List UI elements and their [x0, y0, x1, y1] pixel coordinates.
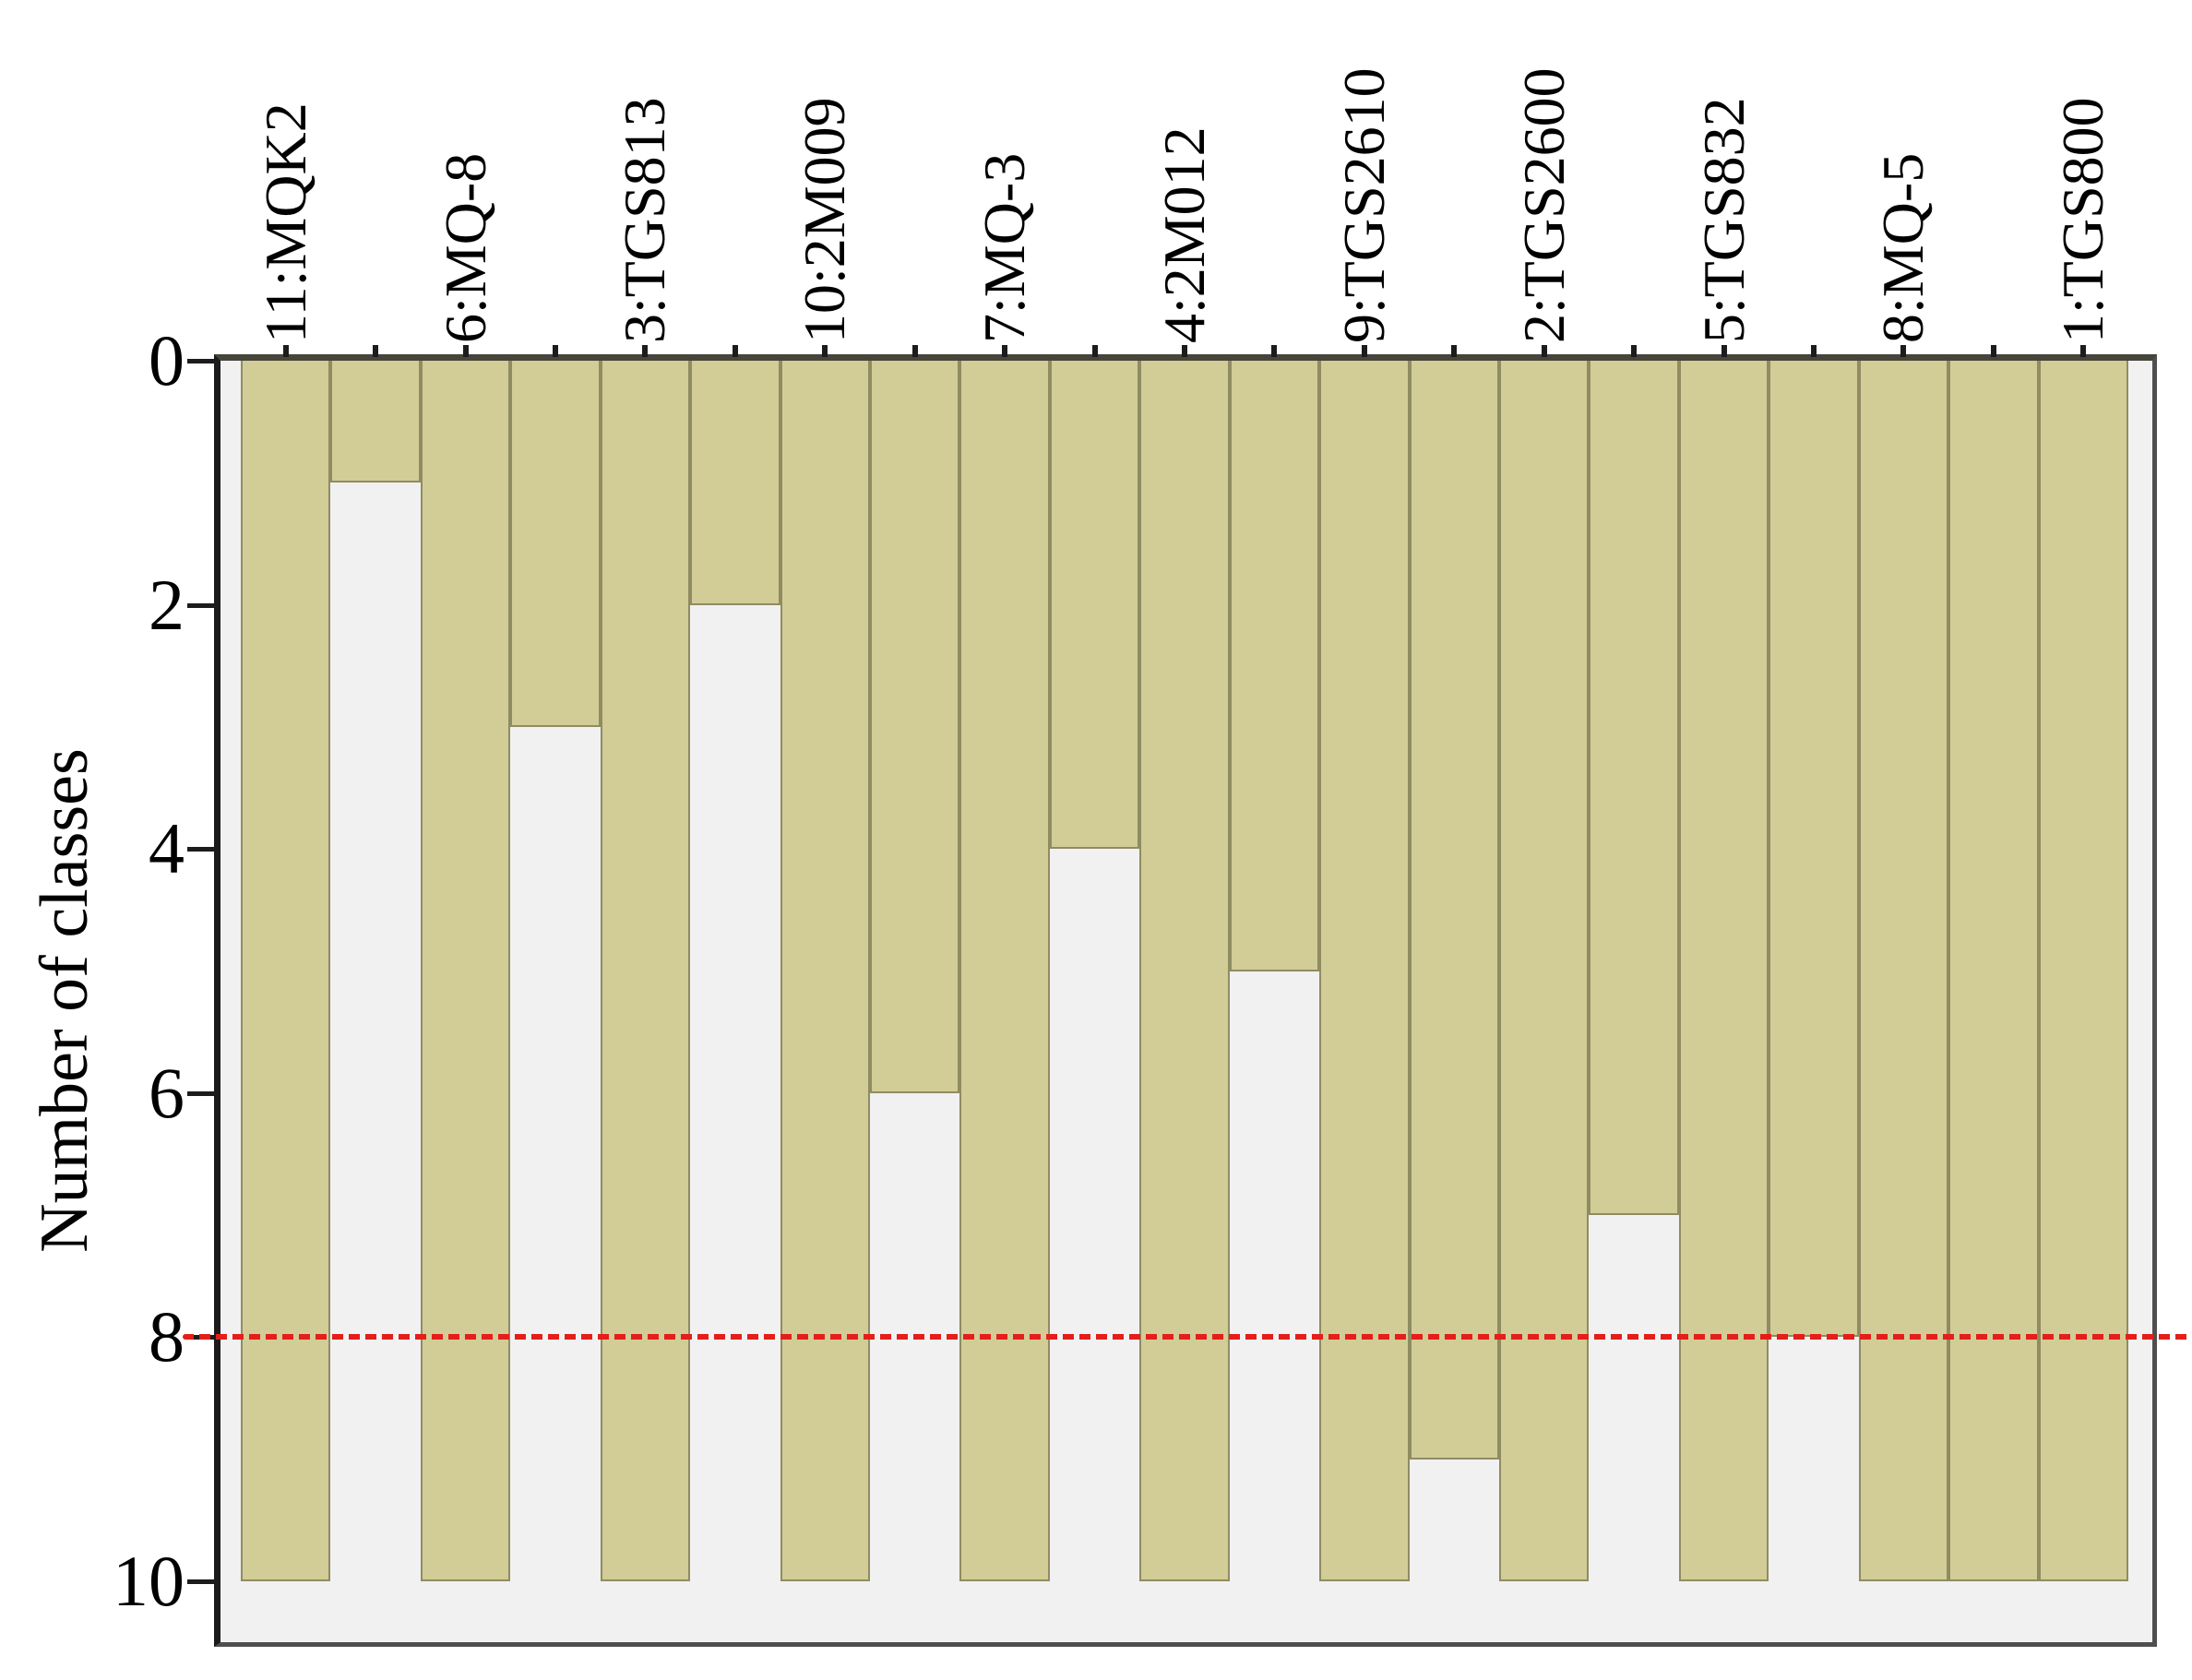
bar	[1589, 361, 1679, 1215]
bar	[1409, 361, 1499, 1460]
x-category-label: 1:TGS800	[2050, 97, 2116, 343]
y-axis-tick	[187, 359, 214, 363]
bar	[1678, 361, 1769, 1581]
x-axis-tick	[462, 345, 469, 357]
bar	[420, 361, 511, 1581]
x-axis-tick	[1631, 345, 1638, 357]
x-axis-tick	[1900, 345, 1907, 357]
bar	[1499, 361, 1590, 1581]
y-axis-tick	[187, 847, 214, 852]
x-axis-tick	[2080, 345, 2087, 357]
x-axis-tick	[732, 345, 738, 357]
x-axis-tick	[642, 345, 649, 357]
bar	[600, 361, 691, 1581]
x-axis-tick	[1091, 345, 1098, 357]
x-axis-tick	[1451, 345, 1458, 357]
x-axis-tick	[1721, 345, 1727, 357]
y-axis-tick	[187, 602, 214, 608]
x-axis-tick	[1271, 345, 1278, 357]
threshold-line	[183, 1334, 2192, 1340]
x-category-label: 7:MQ-3	[971, 152, 1038, 343]
x-category-label: 9:TGS2610	[1330, 67, 1397, 343]
bar	[870, 361, 960, 1093]
bar	[1229, 361, 1320, 971]
bar	[1049, 361, 1140, 849]
y-axis-tick	[187, 1579, 214, 1584]
x-axis-tick	[1811, 345, 1817, 357]
bar	[1139, 361, 1230, 1581]
x-axis-tick	[553, 345, 558, 357]
x-axis-tick	[911, 345, 918, 357]
x-axis-tick	[1182, 345, 1187, 357]
x-axis-tick	[1990, 345, 1996, 357]
y-tick-label: 10	[113, 1541, 185, 1621]
x-category-label: 6:MQ-8	[432, 152, 498, 343]
y-tick-label: 8	[149, 1296, 185, 1377]
bar	[690, 361, 780, 605]
x-category-label: 2:TGS2600	[1510, 67, 1577, 343]
x-category-label: 5:TGS832	[1690, 97, 1757, 343]
x-axis-tick	[373, 345, 379, 357]
bar	[2038, 361, 2129, 1581]
bar	[959, 361, 1050, 1581]
y-tick-label: 0	[149, 320, 185, 400]
bar	[1858, 361, 1949, 1581]
x-category-label: 11:MQK2	[252, 102, 318, 343]
x-axis-tick	[1002, 345, 1008, 357]
y-axis-title-wrap: Number of classes	[0, 354, 137, 1647]
bar	[1769, 361, 1859, 1337]
x-category-label: 8:MQ-5	[1870, 152, 1936, 343]
x-category-label: 4:2M012	[1151, 126, 1217, 343]
y-tick-label: 6	[149, 1052, 185, 1133]
y-tick-label: 2	[149, 564, 185, 645]
bar	[330, 361, 421, 483]
bar	[1319, 361, 1410, 1581]
x-category-label: 10:2M009	[792, 97, 858, 343]
y-tick-label: 4	[149, 808, 185, 889]
x-category-label: 3:TGS813	[612, 97, 678, 343]
x-axis-tick	[822, 345, 828, 357]
x-axis-tick	[282, 345, 289, 357]
x-axis-tick	[1361, 345, 1367, 357]
bar	[780, 361, 870, 1581]
bar	[1948, 361, 2039, 1581]
x-axis-tick	[1541, 345, 1547, 357]
bar	[510, 361, 601, 727]
bar	[241, 361, 331, 1581]
y-axis-tick	[187, 1090, 214, 1096]
plot-area	[214, 354, 2157, 1647]
